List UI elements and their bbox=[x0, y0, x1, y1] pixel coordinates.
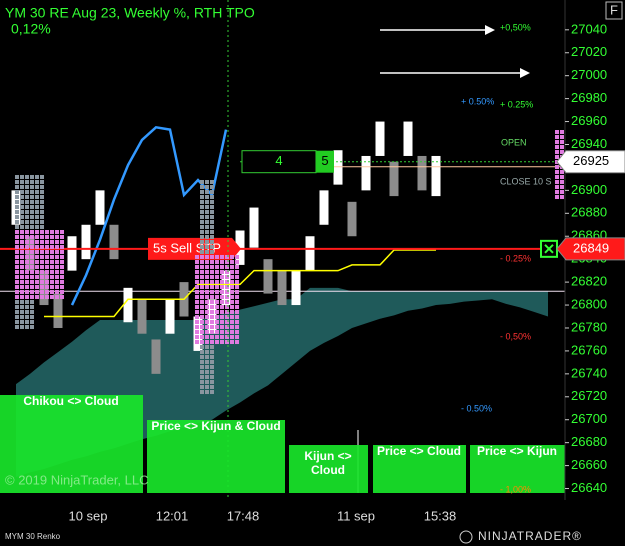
level-label: - 0.25% bbox=[500, 253, 531, 263]
instrument-label: MYM 30 Renko bbox=[5, 532, 61, 541]
tpo-profile bbox=[14, 230, 64, 300]
y-tick-label: 26660 bbox=[571, 457, 607, 472]
chart-title: YM 30 RE Aug 23, Weekly %, RTH TPO bbox=[5, 5, 255, 21]
watermark: © 2019 NinjaTrader, LLC bbox=[5, 472, 149, 487]
renko-brick bbox=[403, 121, 413, 156]
signal-boxes: Chikou <> Cloud Price <> Kijun & Cloud K… bbox=[0, 394, 565, 493]
tpo-profile bbox=[14, 300, 34, 330]
logo: NINJATRADER® bbox=[478, 529, 582, 543]
renko-brick bbox=[319, 190, 329, 225]
price-tag-label: 26925 bbox=[573, 153, 609, 168]
y-tick-label: 26760 bbox=[571, 342, 607, 357]
x-tick-label: 10 sep bbox=[68, 508, 107, 523]
level-label: - 0.50% bbox=[461, 403, 492, 413]
renko-brick bbox=[109, 224, 119, 260]
y-tick-label: 26640 bbox=[571, 480, 607, 495]
level-label: +0,50% bbox=[500, 22, 531, 32]
signal-label: Kijun <> Cloud bbox=[304, 449, 351, 477]
renko-brick bbox=[123, 287, 133, 323]
level-label: - 1,00% bbox=[500, 484, 531, 494]
level-label: + 0.25% bbox=[500, 99, 533, 109]
x-tick-label: 12:01 bbox=[156, 508, 189, 523]
renko-brick bbox=[333, 150, 343, 185]
price-tag bbox=[556, 237, 625, 261]
level-label: OPEN bbox=[501, 137, 527, 147]
y-tick-label: 26680 bbox=[571, 434, 607, 449]
renko-brick bbox=[347, 201, 357, 237]
y-tick-label: 27020 bbox=[571, 44, 607, 59]
y-tick-label: 27000 bbox=[571, 67, 607, 82]
signal-box bbox=[0, 395, 143, 493]
y-tick-label: 26740 bbox=[571, 365, 607, 380]
signal-box bbox=[470, 445, 565, 493]
y-tick-label: 26900 bbox=[571, 182, 607, 197]
renko-brick bbox=[95, 190, 105, 225]
signal-box bbox=[373, 445, 466, 493]
signal-label: Price <> Kijun & Cloud bbox=[151, 419, 280, 433]
y-tick-label: 27040 bbox=[571, 21, 607, 36]
arrow-head bbox=[485, 25, 495, 35]
signal-box bbox=[289, 445, 368, 493]
renko-brick bbox=[389, 161, 399, 197]
arrow-head bbox=[520, 68, 530, 78]
renko-brick bbox=[81, 224, 91, 260]
tpo-profile bbox=[200, 345, 215, 395]
renko-brick bbox=[277, 270, 287, 306]
renko-brick bbox=[417, 155, 427, 191]
sell-stop-tag[interactable] bbox=[148, 237, 241, 260]
order-quantity: 4 bbox=[275, 153, 282, 168]
y-tick-label: 26980 bbox=[571, 90, 607, 105]
renko-brick bbox=[263, 259, 273, 294]
x-tick-label: 15:38 bbox=[424, 508, 457, 523]
y-tick-label: 26720 bbox=[571, 388, 607, 403]
renko-brick bbox=[67, 236, 77, 271]
renko-brick bbox=[249, 207, 259, 248]
close-order-icon bbox=[544, 244, 554, 254]
signal-label: Price <> Kijun bbox=[477, 444, 557, 458]
y-tick-label: 26940 bbox=[571, 136, 607, 151]
level-label: - 0,50% bbox=[500, 331, 531, 341]
price-axis: 2704027020270002698026960269402692026900… bbox=[556, 21, 625, 495]
level-label: + 0.50% bbox=[461, 96, 494, 106]
y-tick-label: 26820 bbox=[571, 274, 607, 289]
y-tick-label: 26780 bbox=[571, 319, 607, 334]
logo-mark bbox=[459, 530, 473, 544]
level-label: CLOSE 10 S bbox=[500, 176, 552, 186]
renko-brick bbox=[137, 299, 147, 334]
y-tick-label: 26700 bbox=[571, 411, 607, 426]
panel-button[interactable] bbox=[605, 1, 623, 20]
order-fill-box bbox=[316, 150, 334, 173]
price-tag-label: 26849 bbox=[573, 240, 609, 255]
signal-label: Price <> Cloud bbox=[377, 444, 461, 458]
renko-brick bbox=[375, 121, 385, 156]
renko-brick bbox=[53, 293, 63, 328]
renko-brick bbox=[165, 299, 175, 334]
y-tick-label: 26880 bbox=[571, 205, 607, 220]
renko-brick bbox=[291, 270, 301, 306]
signal-label: Chikou <> Cloud bbox=[23, 394, 118, 408]
y-tick-label: 26960 bbox=[571, 113, 607, 128]
renko-brick bbox=[305, 236, 315, 271]
price-tag bbox=[556, 150, 625, 174]
x-tick-label: 11 sep bbox=[337, 508, 375, 523]
y-tick-label: 26800 bbox=[571, 296, 607, 311]
change: 0,12% bbox=[11, 21, 51, 37]
x-tick-label: 17:48 bbox=[227, 508, 260, 523]
signal-box bbox=[147, 420, 285, 493]
renko-brick bbox=[361, 155, 371, 191]
panel-button-label[interactable]: F bbox=[610, 2, 618, 17]
renko-brick bbox=[151, 339, 161, 374]
renko-brick bbox=[431, 155, 441, 197]
tpo-profile bbox=[195, 255, 240, 345]
tpo-profile bbox=[200, 180, 215, 255]
order-fill: 5 bbox=[321, 153, 328, 168]
tpo-profile bbox=[14, 175, 44, 230]
